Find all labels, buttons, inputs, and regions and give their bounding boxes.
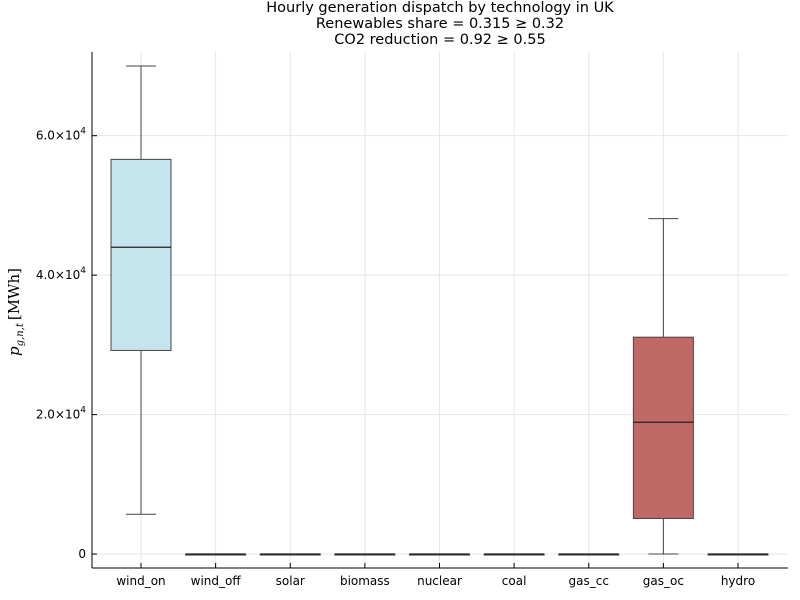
x-tick-labels: wind_on wind_off solar biomass nuclear coal ga… bbox=[116, 563, 755, 588]
boxes bbox=[110, 65, 769, 556]
x-tick-label-solar: solar bbox=[276, 574, 305, 588]
y-tick-label: 4.0×104 bbox=[36, 266, 86, 282]
box-iqr bbox=[110, 158, 172, 351]
x-tick-label-nuclear: nuclear bbox=[417, 574, 462, 588]
y-tick-exponent: 4 bbox=[80, 127, 86, 137]
box-wind-on bbox=[110, 65, 172, 515]
chart-title-line-3: CO2 reduction = 0.92 ≥ 0.55 bbox=[334, 32, 546, 48]
x-tick-label-hydro: hydro bbox=[721, 574, 755, 588]
y-tick-label: 0 bbox=[78, 547, 86, 561]
x-tick-label-gas-cc: gas_cc bbox=[569, 574, 609, 588]
box-solar bbox=[259, 553, 321, 556]
x-tick-label-wind-on: wind_on bbox=[116, 574, 165, 588]
box-coal bbox=[483, 553, 545, 556]
box-gas-oc bbox=[632, 218, 694, 555]
x-tick-label-gas-oc: gas_oc bbox=[643, 574, 684, 588]
y-axis-label-symbol: p bbox=[5, 346, 23, 356]
y-tick-label: 6.0×104 bbox=[36, 127, 86, 143]
y-axis-label: pg,n,t [MWh] bbox=[5, 268, 26, 356]
x-tick-label-wind-off: wind_off bbox=[191, 574, 242, 588]
box-gas-cc bbox=[558, 553, 620, 556]
x-tick-label-biomass: biomass bbox=[340, 574, 390, 588]
x-tick-label-coal: coal bbox=[502, 574, 527, 588]
y-tick-exponent: 4 bbox=[80, 406, 86, 416]
box-wind-off bbox=[185, 553, 247, 556]
y-tick-labels: 0 2.0×104 4.0×104 6.0×104 bbox=[36, 127, 97, 561]
y-tick-exponent: 4 bbox=[80, 266, 86, 276]
box-iqr bbox=[632, 336, 694, 519]
box-biomass bbox=[334, 553, 396, 556]
chart-title-line-1: Hourly generation dispatch by technology… bbox=[266, 0, 614, 16]
box-nuclear bbox=[409, 553, 470, 556]
y-axis-label-unit: [MWh] bbox=[5, 268, 23, 320]
y-axis-label-subscript: g,n,t bbox=[15, 322, 26, 346]
chart-title-line-2: Renewables share = 0.315 ≥ 0.32 bbox=[315, 16, 565, 32]
box-hydro bbox=[707, 553, 769, 556]
y-tick-label: 2.0×104 bbox=[36, 406, 86, 422]
